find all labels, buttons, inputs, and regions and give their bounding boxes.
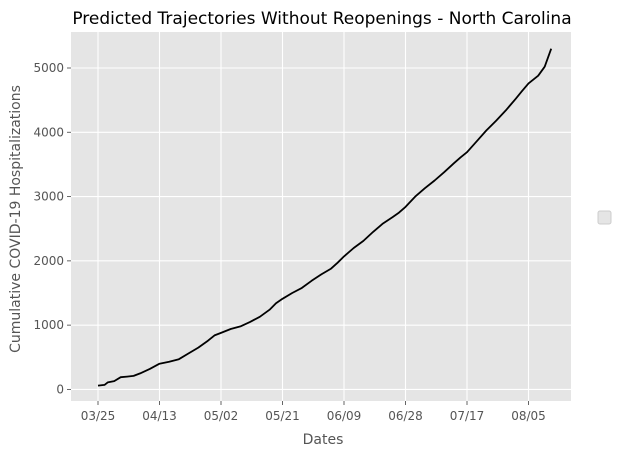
- x-grid-lines: [97, 32, 530, 401]
- chart-title: Predicted Trajectories Without Reopening…: [72, 9, 571, 29]
- x-tick-label: 08/05: [511, 409, 546, 423]
- x-tick-label: 07/17: [450, 409, 485, 423]
- x-tick-label: 06/09: [327, 409, 362, 423]
- y-tick-label: 4000: [33, 125, 64, 139]
- y-tick-label: 2000: [33, 254, 64, 268]
- x-axis: 03/25 04/13 05/02 05/21 06/09 06/28 07/17 08/05: [81, 401, 546, 423]
- series-line: [97, 48, 553, 387]
- y-axis-label: Cumulative COVID-19 Hospitalizations: [8, 85, 24, 353]
- x-tick-label: 06/28: [388, 409, 423, 423]
- x-tick-label: 05/02: [204, 409, 239, 423]
- x-tick-label: 03/25: [81, 409, 116, 423]
- x-tick-label: 05/21: [265, 409, 300, 423]
- series-layer: [97, 48, 553, 387]
- y-tick-label: 5000: [33, 61, 64, 75]
- y-tick-label: 1000: [33, 318, 64, 332]
- y-tick-label: 0: [56, 382, 64, 396]
- plot-background: [71, 32, 571, 401]
- legend-box: [597, 210, 612, 225]
- x-tick-label: 04/13: [142, 409, 177, 423]
- y-axis: 0 1000 2000 3000 4000 5000: [33, 61, 71, 396]
- x-axis-label: Dates: [303, 432, 344, 448]
- y-grid-lines: [71, 67, 571, 390]
- y-tick-label: 3000: [33, 190, 64, 204]
